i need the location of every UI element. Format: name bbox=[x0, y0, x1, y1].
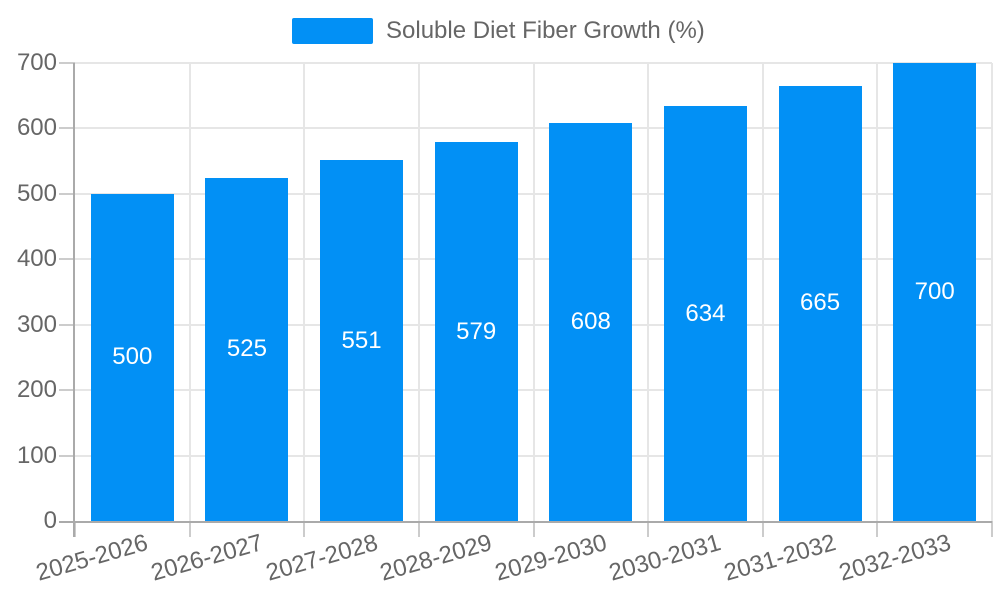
bar-value-label: 665 bbox=[800, 289, 841, 317]
legend-label: Soluble Diet Fiber Growth (%) bbox=[386, 17, 705, 44]
x-axis-tick bbox=[991, 521, 993, 537]
bar-2030-2031[interactable]: 634 bbox=[663, 106, 747, 521]
h-gridline bbox=[75, 62, 992, 64]
v-gridline bbox=[303, 63, 306, 521]
y-axis-tick bbox=[59, 454, 75, 457]
v-gridline bbox=[188, 63, 191, 521]
bar-2032-2033[interactable]: 700 bbox=[893, 63, 977, 521]
y-axis-label: 700 bbox=[16, 49, 57, 76]
y-axis-label: 100 bbox=[16, 441, 57, 469]
x-axis-tick bbox=[532, 521, 535, 537]
y-axis-tick bbox=[59, 127, 75, 130]
x-axis-tick bbox=[761, 521, 764, 537]
y-axis-line bbox=[73, 63, 75, 537]
legend-item[interactable]: Soluble Diet Fiber Growth (%) bbox=[292, 17, 705, 45]
bar-2026-2027[interactable]: 525 bbox=[205, 177, 289, 521]
bar-value-label: 608 bbox=[570, 308, 611, 336]
y-axis-label: 600 bbox=[16, 114, 57, 142]
bar-2027-2028[interactable]: 551 bbox=[320, 160, 404, 521]
v-gridline bbox=[647, 63, 650, 521]
bar-value-label: 634 bbox=[685, 299, 726, 327]
bar-value-label: 579 bbox=[456, 317, 497, 345]
bar-value-label: 500 bbox=[112, 343, 153, 371]
y-axis-label: 0 bbox=[43, 507, 57, 534]
legend-swatch bbox=[292, 18, 373, 44]
x-axis-tick bbox=[303, 521, 306, 537]
v-gridline bbox=[991, 63, 993, 521]
x-axis-tick bbox=[417, 521, 420, 537]
y-axis-label: 400 bbox=[16, 245, 57, 273]
v-gridline bbox=[876, 63, 879, 521]
y-axis-tick bbox=[59, 258, 75, 261]
x-axis-tick bbox=[876, 521, 879, 537]
x-axis-tick bbox=[74, 521, 76, 537]
x-axis-line bbox=[59, 521, 992, 523]
bar-2028-2029[interactable]: 579 bbox=[434, 142, 518, 521]
y-axis-tick bbox=[59, 389, 75, 392]
y-axis-tick bbox=[59, 62, 75, 64]
bar-2025-2026[interactable]: 500 bbox=[90, 193, 174, 521]
y-axis-label: 300 bbox=[16, 310, 57, 338]
y-axis-tick bbox=[59, 323, 75, 326]
bar-value-label: 551 bbox=[341, 326, 382, 354]
y-axis-tick bbox=[59, 192, 75, 195]
v-gridline bbox=[532, 63, 535, 521]
v-gridline bbox=[761, 63, 764, 521]
y-axis-label: 200 bbox=[16, 376, 57, 404]
bar-value-label: 525 bbox=[226, 335, 267, 363]
bar-value-label: 700 bbox=[914, 278, 955, 305]
bar-2029-2030[interactable]: 608 bbox=[549, 123, 633, 521]
x-axis-tick bbox=[647, 521, 650, 537]
v-gridline bbox=[417, 63, 420, 521]
x-axis-tick bbox=[188, 521, 191, 537]
bar-2031-2032[interactable]: 665 bbox=[778, 85, 862, 521]
y-axis-label: 500 bbox=[16, 179, 57, 207]
